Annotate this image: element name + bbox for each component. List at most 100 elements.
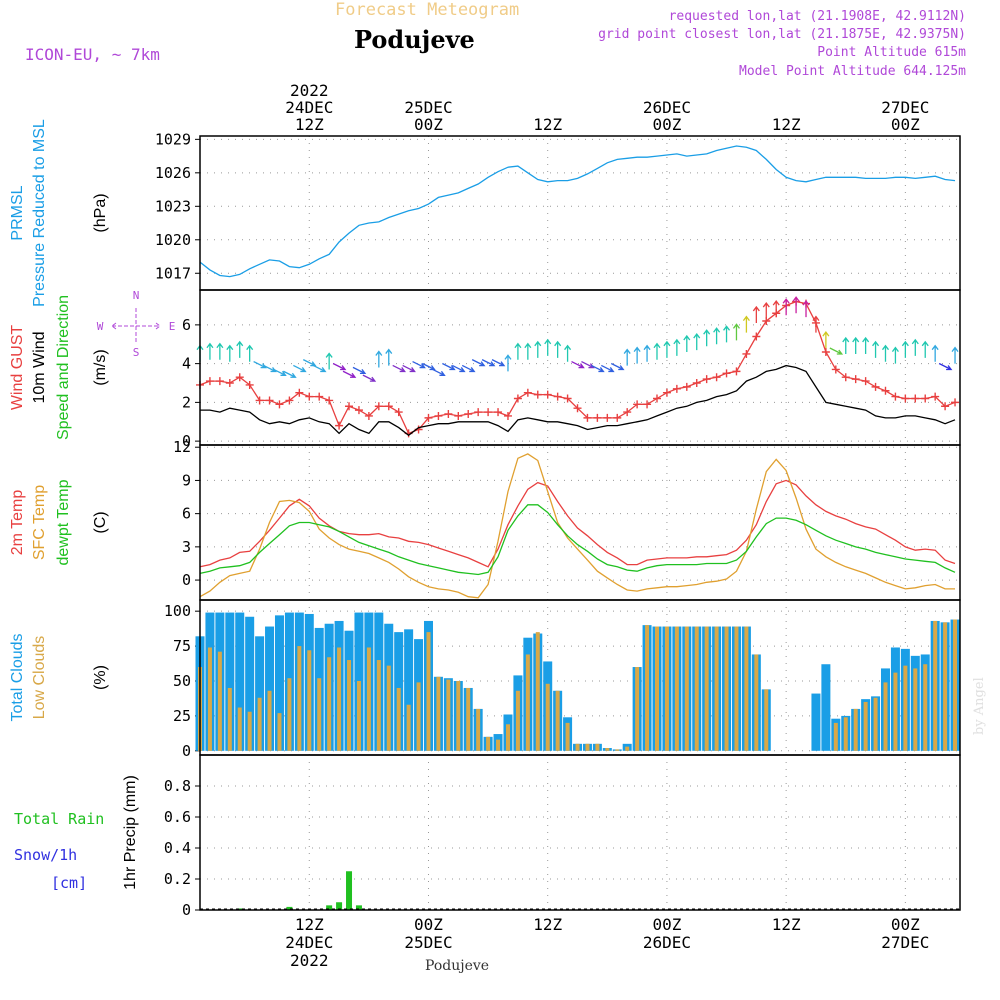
gust-point	[345, 402, 354, 411]
gust-point	[633, 400, 642, 409]
gust-point	[503, 411, 512, 420]
bottom-time-label: 12Z	[533, 915, 562, 934]
requested-coords: requested lon,lat (21.1908E, 42.9112N)	[668, 9, 966, 24]
low-clouds-bar	[913, 668, 918, 751]
wind-arrow	[782, 298, 790, 316]
wind-arrow	[504, 354, 512, 372]
gust-point	[225, 379, 234, 387]
wind-arrow	[829, 347, 844, 355]
low-clouds-bar	[754, 654, 759, 751]
top-time-label: 12Z	[533, 115, 562, 134]
low-clouds-bar	[694, 626, 699, 751]
y-unit-label: (%)	[92, 665, 109, 690]
rain-bar	[326, 905, 333, 910]
wind-arrow	[481, 359, 496, 367]
series-dewpt-temp	[199, 504, 956, 576]
wind-arrow	[491, 359, 506, 367]
gust-point	[434, 411, 443, 420]
gust-point	[305, 392, 314, 401]
gust-point	[245, 380, 254, 389]
y-axis-label: 1hr Precip (mm)	[122, 775, 139, 890]
gust-point	[563, 394, 572, 403]
wind-arrow	[812, 315, 820, 333]
wind-arrow	[325, 352, 333, 370]
panel-2: 0 2 4 6 Wind GUST 10m Wind Speed and Direction…	[9, 289, 961, 450]
wind-arrow	[442, 362, 456, 371]
top-time-label: 00Z	[414, 115, 443, 134]
rain-bar	[336, 902, 343, 910]
gust-point	[841, 373, 850, 382]
series-wind-gust	[199, 300, 956, 435]
panel-frame	[199, 135, 961, 291]
panel-1: 1017 1020 1023 1026 1029 PRMSL Pressure Reduce…	[9, 119, 961, 307]
wind-arrow	[623, 348, 631, 366]
gust-point	[215, 377, 224, 386]
wind-arrow	[591, 364, 605, 373]
top-time-label: 24DEC	[285, 98, 333, 117]
gust-point	[732, 367, 741, 376]
low-clouds-bar	[505, 724, 510, 751]
low-clouds-bar	[615, 749, 620, 751]
wind-arrow	[683, 334, 691, 352]
low-clouds-bar	[664, 626, 669, 751]
wind-arrow	[342, 370, 357, 378]
legend-snow: Snow/1h	[14, 846, 77, 864]
top-time-label: 12Z	[295, 115, 324, 134]
low-clouds-bar	[635, 667, 640, 751]
gust-point	[454, 411, 463, 420]
bottom-time-label: 26DEC	[643, 933, 691, 952]
low-clouds-bar	[337, 647, 342, 751]
y-axis-label: Total Clouds	[9, 633, 26, 721]
low-clouds-bar	[674, 626, 679, 751]
gust-point	[682, 382, 691, 391]
bottom-time-label: 27DEC	[881, 933, 929, 952]
bottom-time-label: 12Z	[772, 915, 801, 934]
gust-point	[285, 396, 294, 405]
low-clouds-bar	[654, 626, 659, 751]
gust-point	[652, 394, 661, 403]
wind-arrow	[452, 364, 466, 373]
top-time-label: 00Z	[652, 115, 681, 134]
low-clouds-bar	[595, 743, 600, 751]
y-axis-label: Wind GUST	[9, 325, 26, 411]
gust-point	[295, 388, 304, 397]
y-axis-label: 2m Temp	[9, 490, 26, 556]
gust-point	[821, 348, 830, 356]
y-tick-label: 1026	[155, 164, 191, 182]
gust-point	[702, 375, 711, 384]
low-clouds-bar	[297, 646, 302, 751]
wind-arrow	[862, 336, 870, 354]
gust-point	[901, 394, 910, 403]
wind-arrow	[524, 342, 532, 360]
low-clouds-bar	[257, 697, 262, 751]
low-clouds-bar	[605, 748, 610, 751]
y-unit-label: (C)	[92, 511, 109, 533]
y-tick-label: 12	[173, 438, 191, 456]
gust-point	[444, 410, 453, 418]
wind-arrow	[802, 300, 810, 318]
wind-arrow	[293, 364, 307, 373]
gust-point	[384, 402, 393, 411]
low-clouds-bar	[893, 672, 898, 751]
low-clouds-bar	[426, 632, 431, 751]
wind-arrow	[663, 340, 671, 358]
y-axis-label: SFC Temp	[31, 485, 48, 560]
compass-w: W	[97, 320, 104, 333]
y-tick-label: 3	[182, 538, 191, 556]
compass-s: S	[133, 346, 140, 359]
wind-arrow	[385, 348, 393, 366]
y-tick-label: 1023	[155, 197, 191, 215]
low-clouds-bar	[436, 676, 441, 751]
gust-point	[871, 382, 880, 391]
low-clouds-bar	[277, 713, 282, 751]
wind-arrow	[693, 332, 701, 351]
top-time-label: 00Z	[891, 115, 920, 134]
gust-point	[881, 386, 890, 395]
gust-point	[941, 402, 950, 411]
gust-point	[265, 396, 274, 405]
low-clouds-bar	[207, 647, 212, 751]
low-clouds-bar	[535, 632, 540, 751]
wind-arrow	[931, 344, 939, 362]
gust-point	[543, 390, 552, 399]
gust-point	[315, 392, 324, 401]
